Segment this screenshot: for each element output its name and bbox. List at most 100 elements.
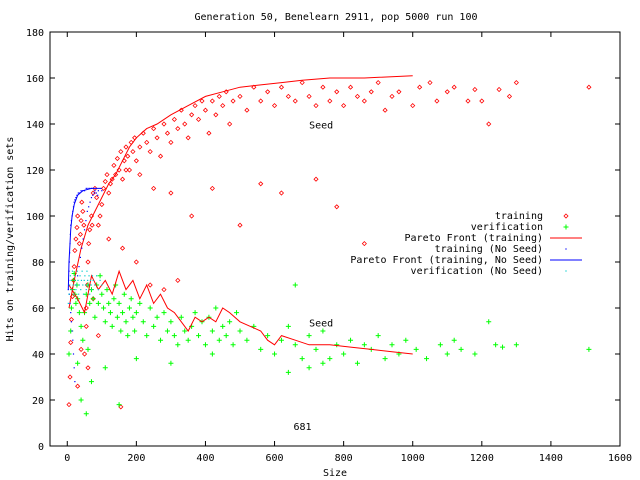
data-point — [285, 93, 291, 99]
data-point — [175, 277, 181, 283]
legend-label: Pareto Front (training, No Seed) — [350, 255, 543, 266]
data-point — [94, 284, 96, 286]
data-point — [192, 103, 198, 109]
data-point — [164, 328, 170, 334]
data-point — [451, 337, 457, 343]
data-point — [93, 192, 95, 194]
annotations: Seed Seed 681 — [293, 121, 333, 433]
series-line — [68, 269, 413, 355]
annotation-label: Seed — [309, 318, 333, 329]
data-point — [361, 98, 367, 104]
data-point — [299, 356, 305, 362]
data-point — [178, 314, 184, 320]
data-point — [99, 291, 105, 297]
data-point — [85, 259, 91, 265]
data-point — [76, 284, 78, 286]
data-point — [168, 360, 174, 366]
data-point — [96, 275, 98, 277]
x-tick-label: 800 — [335, 453, 353, 464]
y-tick-label: 120 — [26, 166, 44, 177]
data-point — [216, 337, 222, 343]
data-point — [192, 310, 198, 316]
data-point — [158, 337, 164, 343]
data-point — [171, 333, 177, 339]
data-point — [424, 356, 430, 362]
data-point — [91, 275, 94, 277]
data-point — [107, 310, 113, 316]
data-point — [70, 279, 72, 281]
data-point — [67, 374, 73, 380]
legend-label: Pareto Front (training) — [405, 233, 543, 244]
data-point — [104, 172, 110, 178]
data-point — [99, 201, 105, 208]
data-point — [79, 256, 81, 258]
x-tick-label: 0 — [64, 453, 70, 464]
data-point — [97, 213, 103, 219]
data-point — [101, 284, 103, 286]
data-point — [227, 319, 233, 325]
data-point — [84, 282, 90, 288]
data-point — [95, 192, 97, 194]
data-point — [72, 247, 78, 254]
data-point — [77, 231, 83, 237]
data-point — [209, 185, 215, 191]
legend-label: training (No Seed) — [435, 244, 543, 255]
data-point — [73, 279, 76, 281]
data-point — [479, 98, 485, 104]
data-point — [109, 323, 115, 329]
data-point — [100, 185, 107, 191]
data-point — [88, 379, 94, 385]
data-point — [97, 194, 99, 196]
data-point — [95, 333, 101, 339]
data-point — [76, 241, 82, 247]
data-point — [87, 284, 89, 286]
data-point — [299, 80, 305, 86]
data-point — [506, 93, 513, 99]
data-point — [80, 190, 82, 192]
data-point — [90, 197, 93, 199]
data-point — [97, 273, 103, 279]
data-point — [83, 323, 89, 329]
data-point — [120, 310, 126, 316]
data-point — [72, 353, 75, 355]
data-point — [161, 287, 167, 293]
data-point — [79, 199, 85, 205]
data-point — [76, 194, 78, 196]
data-point — [213, 305, 219, 311]
data-point — [123, 167, 129, 173]
data-point — [493, 342, 499, 348]
data-point — [137, 172, 143, 178]
annotation-label: 681 — [293, 422, 311, 433]
data-point — [74, 199, 76, 201]
data-point — [125, 153, 131, 159]
data-point — [220, 103, 226, 109]
data-point — [99, 279, 101, 281]
data-point — [168, 319, 174, 325]
x-tick-label: 1600 — [608, 453, 632, 464]
series-pareto-front-training-no-seed — [67, 187, 102, 290]
data-point — [81, 222, 87, 228]
data-point — [500, 344, 506, 350]
data-point — [80, 208, 86, 214]
data-point — [182, 328, 188, 334]
data-point — [73, 367, 75, 369]
data-point — [78, 323, 84, 329]
data-point — [81, 247, 83, 249]
data-point — [85, 365, 91, 371]
data-point — [472, 86, 478, 93]
data-point — [73, 201, 75, 203]
data-point — [434, 98, 440, 104]
data-point — [292, 98, 298, 104]
data-point — [189, 213, 195, 219]
data-point — [92, 194, 94, 196]
data-point — [496, 86, 502, 93]
data-point — [586, 84, 592, 90]
legend-swatch — [565, 248, 567, 250]
data-point — [361, 241, 367, 247]
x-tick-label: 1400 — [539, 453, 563, 464]
data-point — [437, 342, 443, 348]
data-point — [68, 305, 74, 311]
data-point — [161, 310, 167, 316]
data-point — [109, 176, 115, 182]
data-point — [91, 289, 93, 291]
